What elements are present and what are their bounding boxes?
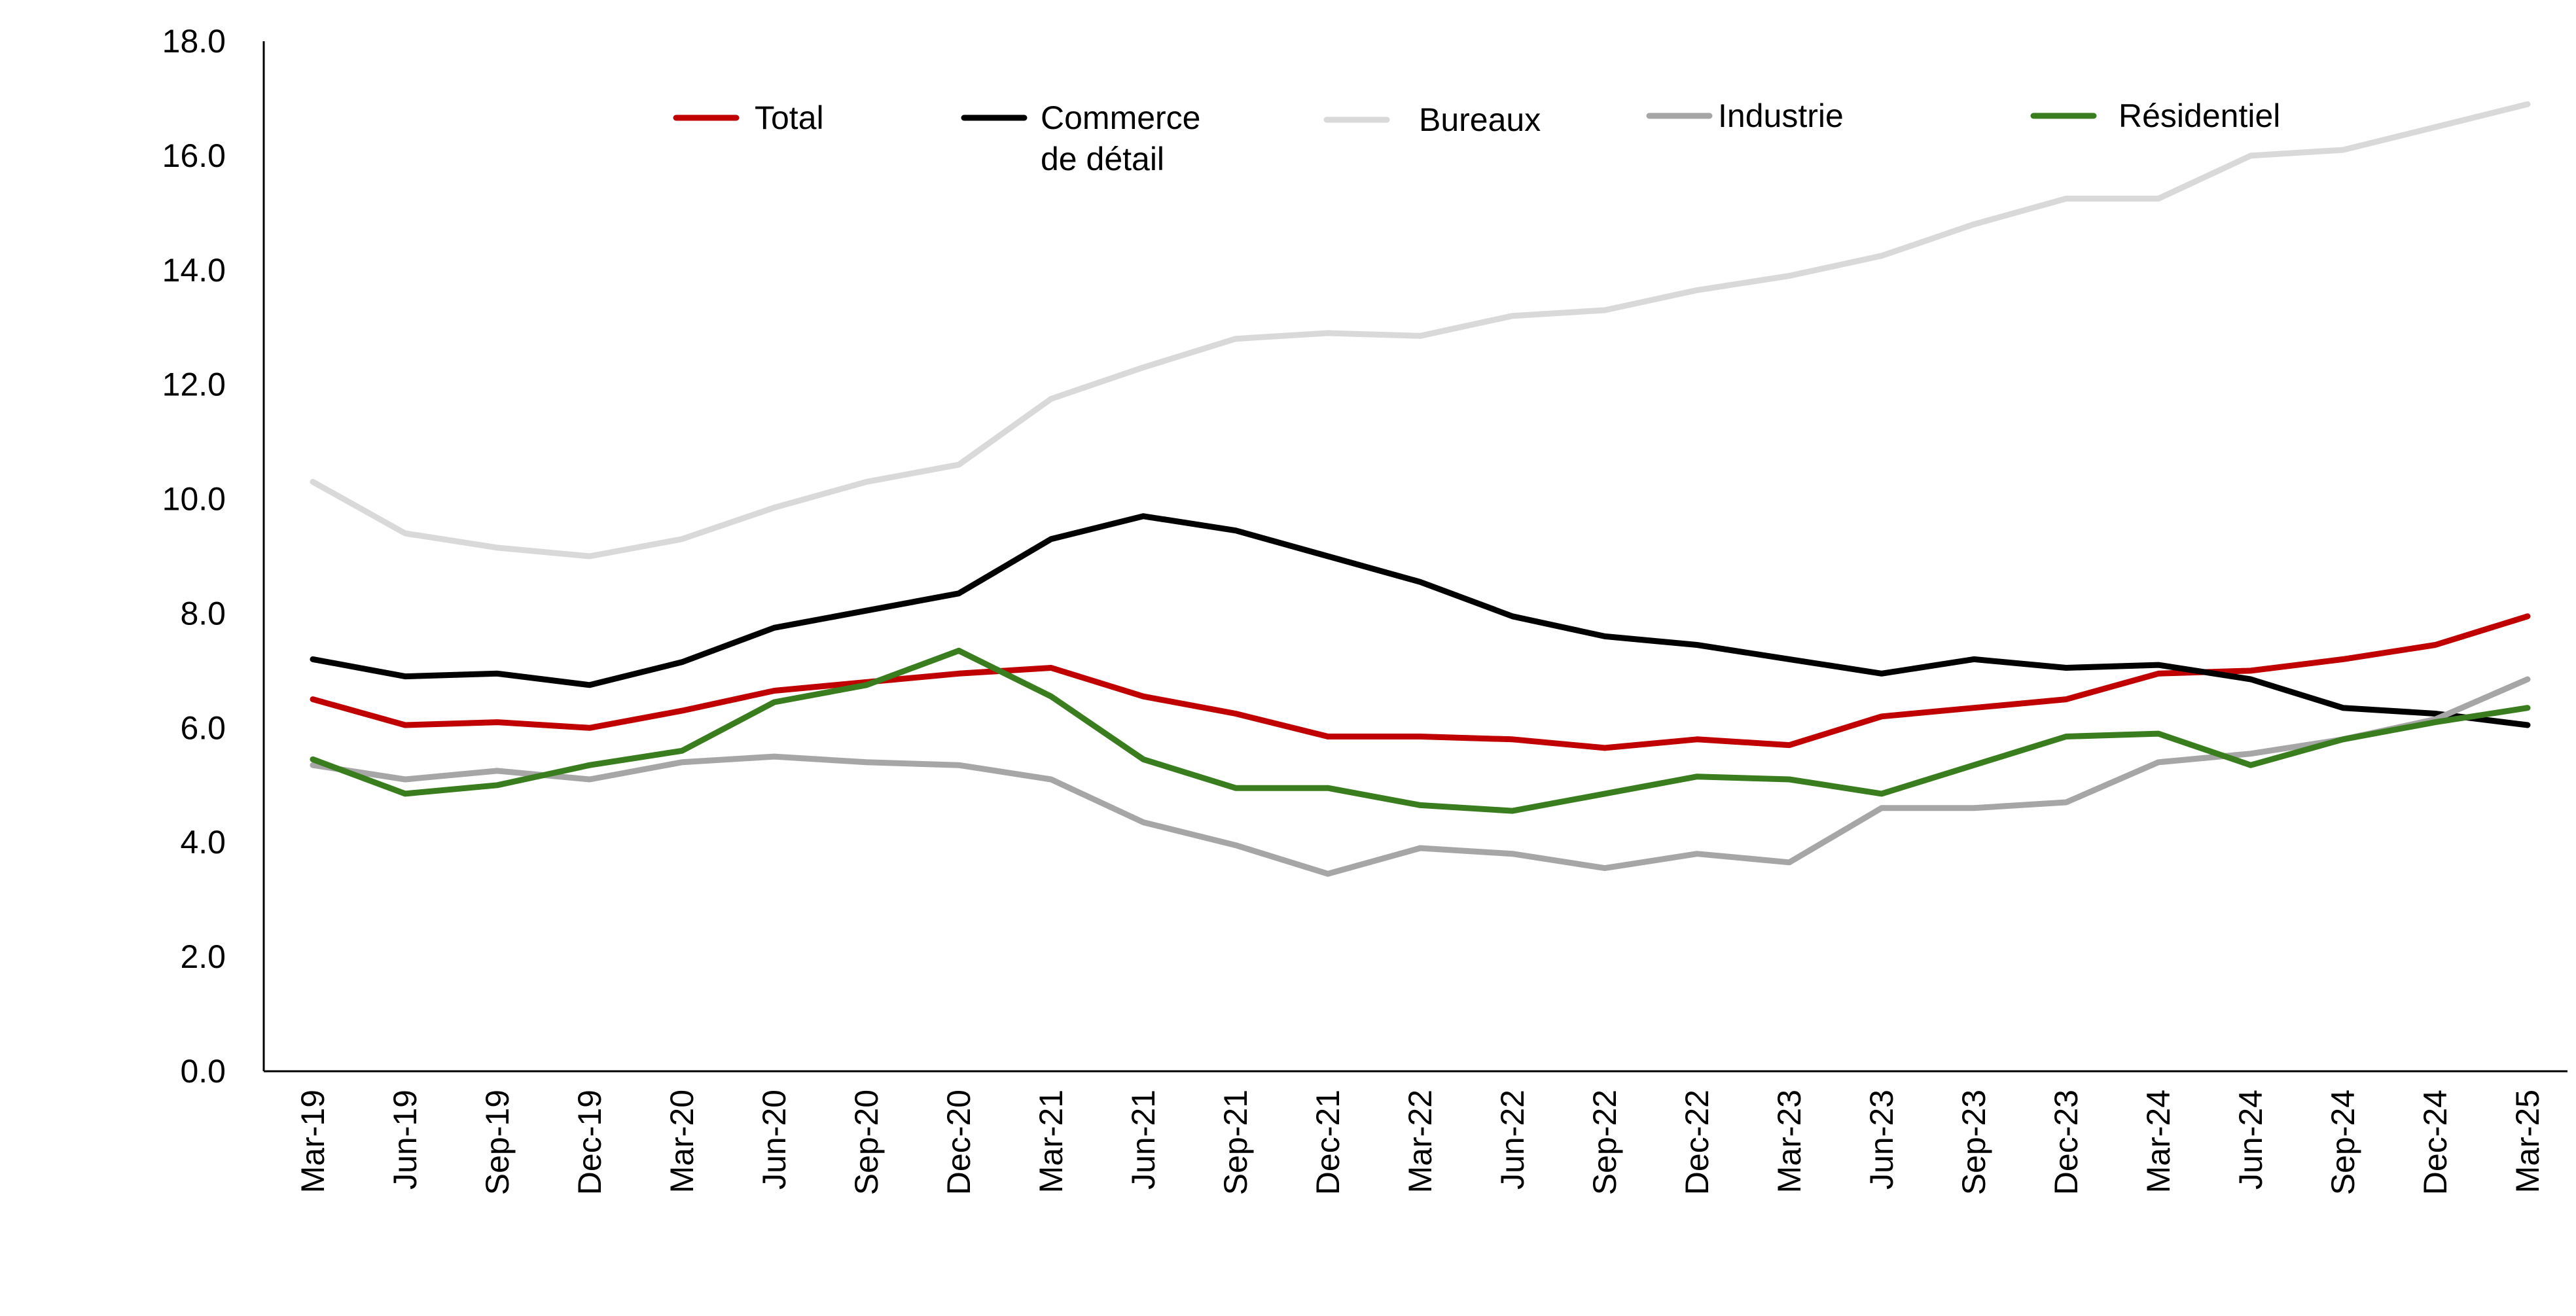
y-tick-label: 8.0 — [180, 595, 226, 631]
x-tick-label: Dec-23 — [2048, 1090, 2084, 1195]
y-tick-labels: 0.0 2.0 4.0 6.0 8.0 10.0 12.0 14.0 16.0 18.0 — [162, 23, 226, 1090]
legend-label-1: Commerce — [1041, 99, 1200, 136]
y-tick-label: 16.0 — [162, 137, 226, 174]
y-tick-label: 18.0 — [162, 23, 226, 60]
series-line-2 — [310, 101, 2531, 560]
x-tick-label: Jun-24 — [2232, 1090, 2269, 1190]
x-tick-label: Mar-21 — [1033, 1090, 1069, 1193]
x-tick-label: Sep-24 — [2325, 1090, 2361, 1195]
legend: Total Commerce de détail Bureaux Industrie Ré… — [673, 98, 2280, 177]
x-tick-label: Jun-21 — [1125, 1090, 1162, 1190]
x-tick-label: Dec-21 — [1310, 1090, 1346, 1195]
x-tick-label: Mar-22 — [1402, 1090, 1439, 1193]
x-tick-label: Sep-21 — [1217, 1090, 1254, 1195]
x-tick-label: Mar-20 — [664, 1090, 700, 1193]
chart-axes — [262, 41, 2567, 1073]
series-line-3 — [310, 676, 2531, 877]
legend-label-2: Bureaux — [1419, 101, 1541, 138]
x-tick-label: Mar-23 — [1771, 1090, 1808, 1193]
legend-label-3: Industrie — [1718, 98, 1844, 134]
legend-label-0: Total — [755, 99, 824, 136]
y-tick-label: 2.0 — [180, 938, 226, 975]
x-tick-label: Dec-19 — [571, 1090, 608, 1195]
series-lines — [310, 101, 2531, 877]
y-tick-label: 10.0 — [162, 481, 226, 518]
series-line-0 — [310, 613, 2531, 751]
x-tick-label: Jun-20 — [756, 1090, 793, 1190]
x-tick-label: Dec-20 — [940, 1090, 977, 1195]
x-tick-label: Mar-25 — [2509, 1090, 2546, 1193]
x-tick-label: Mar-19 — [295, 1090, 331, 1193]
x-tick-label: Jun-19 — [387, 1090, 423, 1190]
x-tick-label: Sep-19 — [479, 1090, 516, 1195]
x-tick-labels: Mar-19 Jun-19 Sep-19 Dec-19 Mar-20 Jun-20 Sep-… — [295, 1090, 2546, 1195]
legend-label-1: de détail — [1041, 141, 1164, 177]
x-tick-label: Jun-23 — [1863, 1090, 1900, 1190]
series-line-4 — [310, 647, 2531, 814]
y-tick-label: 4.0 — [180, 824, 226, 861]
y-tick-label: 0.0 — [180, 1053, 226, 1090]
x-tick-label: Sep-20 — [848, 1090, 885, 1195]
x-tick-label: Sep-22 — [1586, 1090, 1623, 1195]
x-tick-label: Jun-22 — [1494, 1090, 1531, 1190]
legend-label-4: Résidentiel — [2119, 98, 2280, 134]
x-tick-label: Sep-23 — [1956, 1090, 1992, 1195]
x-tick-label: Mar-24 — [2140, 1090, 2177, 1193]
y-tick-label: 6.0 — [180, 709, 226, 746]
x-tick-label: Dec-22 — [1679, 1090, 1715, 1195]
x-tick-label: Dec-24 — [2417, 1090, 2454, 1195]
y-tick-label: 12.0 — [162, 366, 226, 403]
y-tick-label: 14.0 — [162, 252, 226, 289]
series-line-1 — [310, 513, 2531, 728]
